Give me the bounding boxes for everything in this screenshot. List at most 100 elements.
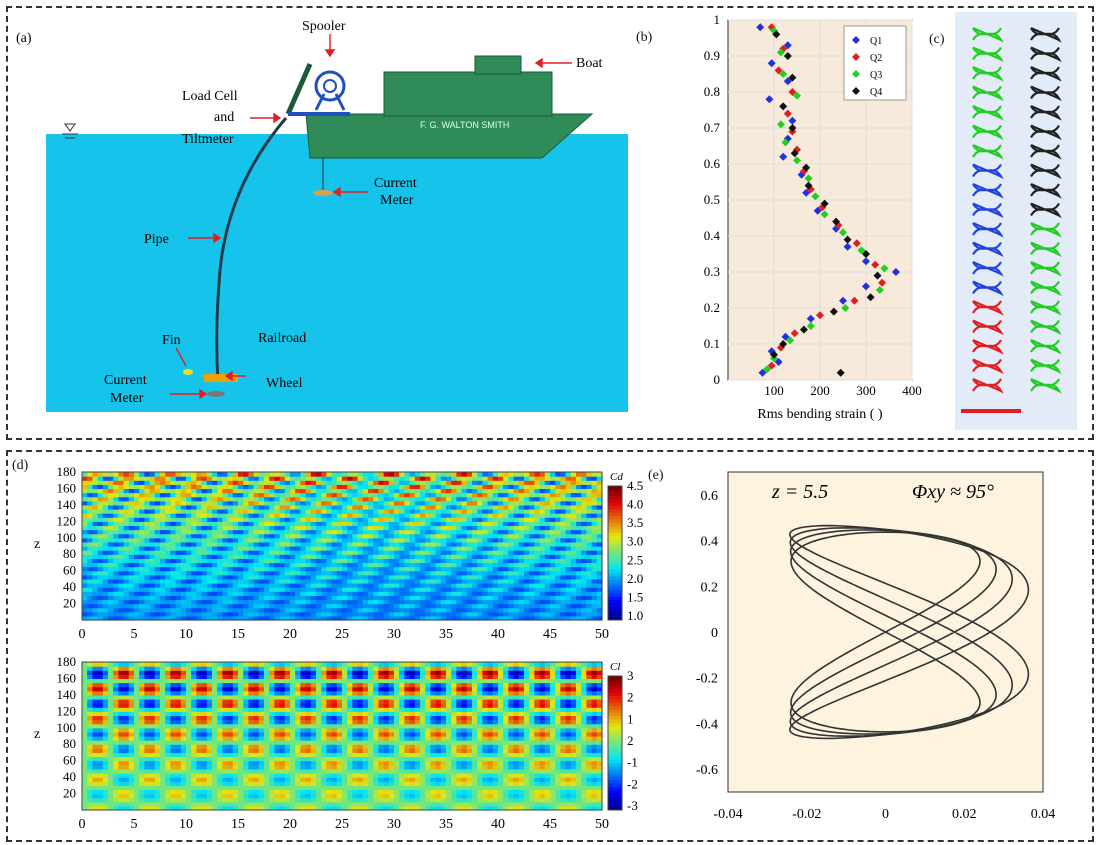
heatmap-cell <box>102 595 109 601</box>
heatmap-cell <box>87 554 93 559</box>
heatmap-cell <box>253 496 260 502</box>
heatmap-cell <box>420 484 426 490</box>
heatmap-cell <box>217 550 223 555</box>
heatmap-cell <box>477 574 483 580</box>
heatmap-cell <box>154 711 161 717</box>
heatmap-cell <box>232 686 239 692</box>
heatmap-cell <box>191 500 197 506</box>
heatmap-cell <box>206 727 213 733</box>
heatmap-cell <box>243 801 249 807</box>
heatmap-cell <box>149 731 156 737</box>
heatmap-cell <box>175 744 182 749</box>
heatmap-cell <box>134 731 140 737</box>
heatmap-cell <box>456 484 463 490</box>
heatmap-cell <box>534 492 541 498</box>
heatmap-cell <box>128 768 135 774</box>
heatmap-cell <box>165 480 171 485</box>
trajectory-right <box>1030 261 1062 277</box>
heatmap-cell <box>170 789 177 795</box>
heatmap-cell <box>92 781 99 786</box>
heatmap-cell <box>456 476 463 481</box>
colorbar-segment <box>608 586 622 591</box>
heatmap-cell <box>186 537 192 543</box>
heatmap-cell <box>175 760 182 766</box>
heatmap-cell <box>139 513 145 518</box>
heatmap-cell <box>492 533 499 539</box>
heatmap-cell <box>414 591 421 596</box>
heatmap-cell <box>217 715 223 721</box>
heatmap-cell <box>160 480 166 485</box>
heatmap-cell <box>186 500 192 506</box>
heatmap-cell <box>295 537 301 543</box>
heatmap-cell <box>394 607 400 613</box>
heatmap-cell <box>217 756 223 762</box>
heatmap-cell <box>300 504 307 510</box>
heatmap-cell <box>108 607 114 613</box>
heatmap-cell <box>82 670 88 675</box>
heatmap-cell <box>300 533 307 539</box>
heatmap-cell <box>160 529 166 535</box>
heatmap-cell <box>456 513 463 518</box>
heatmap-cell <box>238 674 244 680</box>
heatmap-cell <box>435 488 442 494</box>
heatmap-cell <box>440 566 447 572</box>
heatmap-cell <box>113 744 119 749</box>
heatmap-cell <box>513 541 520 547</box>
heatmap-cell <box>357 517 364 522</box>
heatmap-cell <box>539 566 546 572</box>
heatmap-cell <box>591 509 598 514</box>
heatmap-cell <box>154 472 161 477</box>
heatmap-cell <box>466 513 473 518</box>
heatmap-cell <box>139 533 145 539</box>
heatmap-cell <box>170 480 177 485</box>
heatmap-cell <box>451 509 457 514</box>
heatmap-cell <box>238 690 244 696</box>
heatmap-cell <box>243 488 249 494</box>
heatmap-cell <box>160 666 166 671</box>
heatmap-cell <box>180 666 187 671</box>
heatmap-cell <box>113 793 119 799</box>
heatmap-cell <box>128 805 135 811</box>
heatmap-cell <box>347 517 353 522</box>
heatmap-cell <box>253 587 260 592</box>
heatmap-cell <box>534 595 541 601</box>
heatmap-cell <box>420 472 426 477</box>
heatmap-cell <box>128 740 135 745</box>
heatmap-cell <box>206 496 213 502</box>
heatmap-cell <box>175 603 182 609</box>
heatmap-cell <box>97 764 104 770</box>
heatmap-cell <box>472 488 478 494</box>
heatmap-cell <box>565 546 572 551</box>
heatmap-cell <box>191 480 197 485</box>
heatmap-cell <box>175 752 182 758</box>
heatmap-cell <box>97 496 104 502</box>
heatmap-cell <box>295 603 301 609</box>
heatmap-cell <box>113 578 119 584</box>
heatmap-cell <box>217 801 223 807</box>
heatmap-cell <box>409 574 416 580</box>
heatmap-cell <box>544 550 551 555</box>
heatmap-cell <box>217 504 223 510</box>
heatmap-cell <box>300 496 307 502</box>
heatmap-cell <box>279 578 286 584</box>
heatmap-cell <box>404 578 411 584</box>
heatmap-cell <box>310 570 317 576</box>
heatmap-cell <box>243 773 249 778</box>
heatmap-cell <box>238 694 244 700</box>
heatmap-cell <box>191 785 197 791</box>
y-tick-label-b: 0.9 <box>704 48 720 63</box>
heatmap-cell <box>82 603 88 609</box>
heatmap-cell <box>102 587 109 592</box>
heatmap-cell <box>227 682 234 688</box>
heatmap-cell <box>227 768 234 774</box>
heatmap-cell <box>180 570 187 576</box>
heatmap-cell <box>560 537 567 543</box>
heatmap-cell <box>149 793 156 799</box>
heatmap-cell <box>175 550 182 555</box>
heatmap-cell <box>232 607 239 613</box>
heatmap-cell <box>581 533 587 539</box>
heatmap-cell <box>581 550 587 555</box>
heatmap-cell <box>248 500 255 506</box>
heatmap-cell <box>477 480 483 485</box>
heatmap-cell <box>186 492 192 498</box>
